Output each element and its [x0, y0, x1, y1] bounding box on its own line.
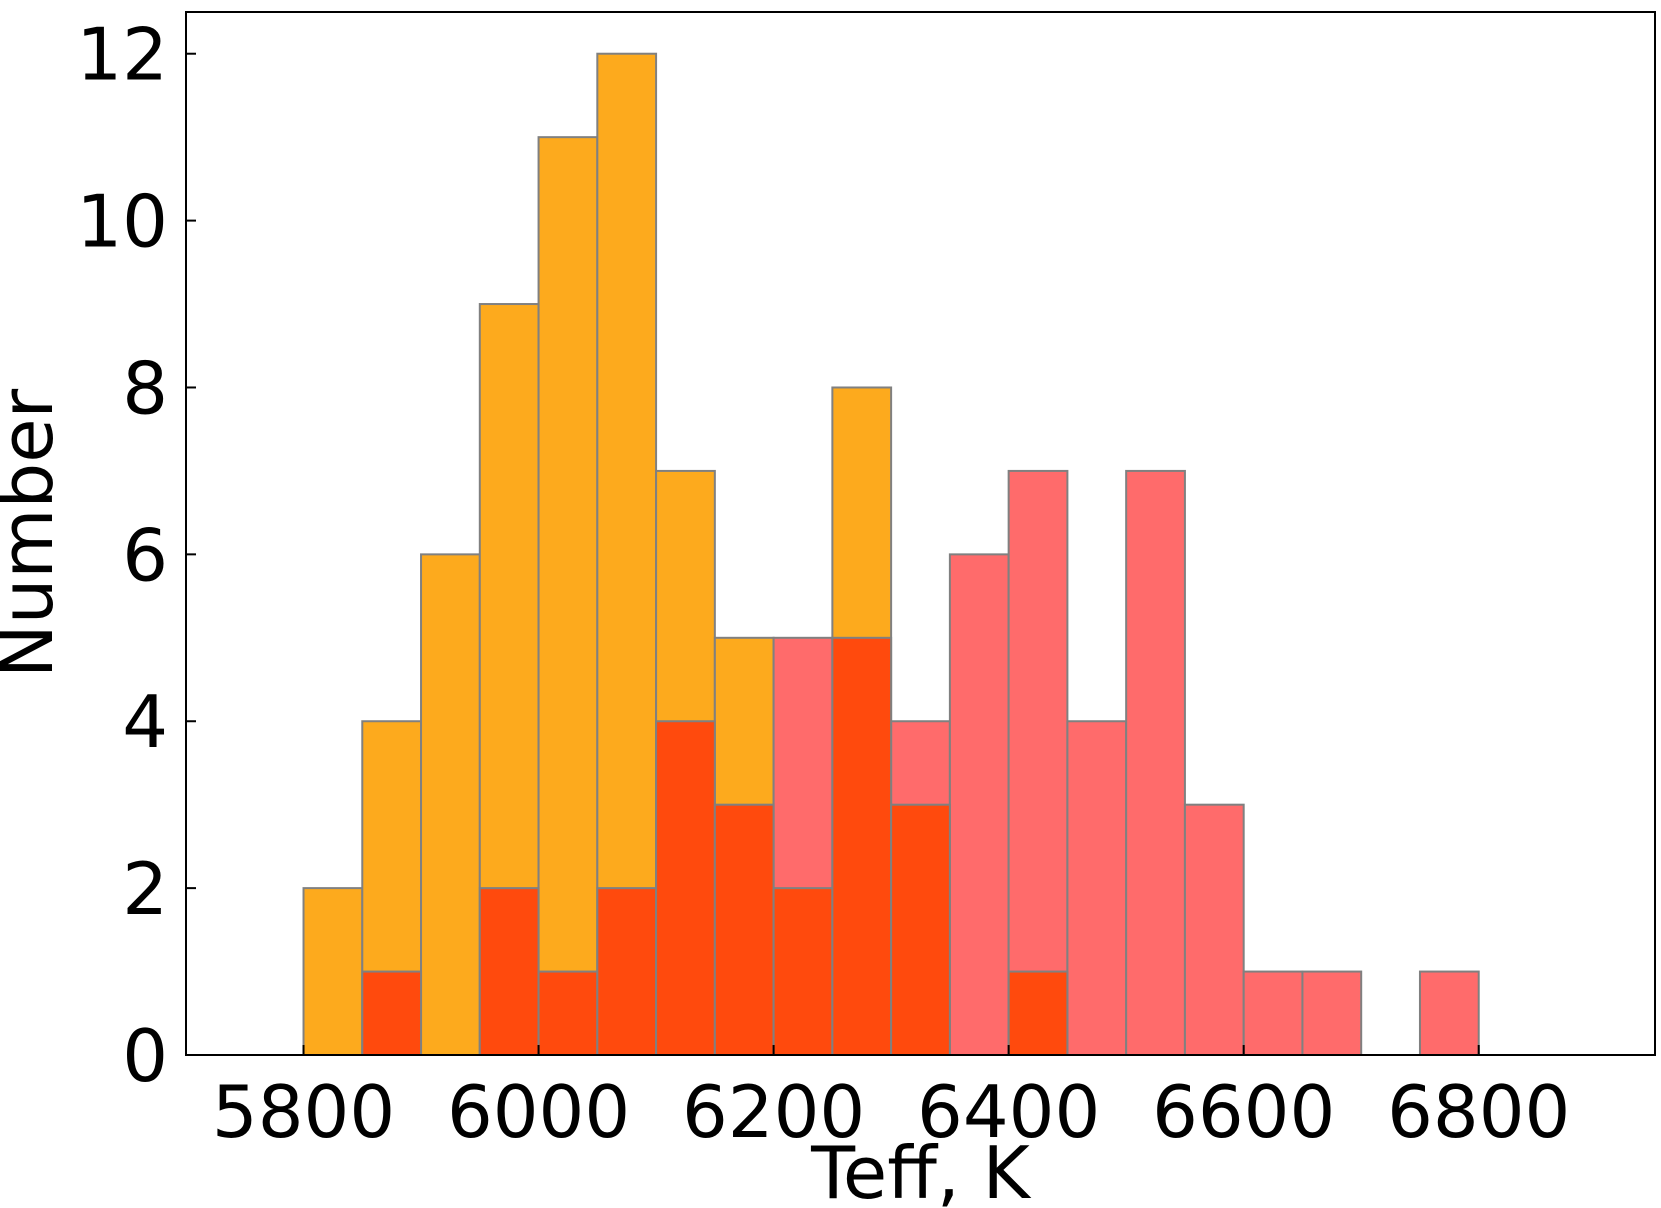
- histogram-bar-s3-6100: [655, 720, 716, 1056]
- y-tick-label: 0: [122, 1014, 168, 1098]
- x-tick-label: 6400: [917, 1070, 1100, 1154]
- histogram-bar-s3-5850: [361, 970, 423, 1056]
- y-tick-label: 2: [122, 847, 168, 931]
- y-tick-label: 8: [122, 346, 168, 430]
- histogram-bar-s1-5800: [302, 887, 364, 1056]
- y-tick-label: 10: [76, 180, 168, 264]
- bars-layer: [302, 52, 1480, 1057]
- histogram-bar-s3-6000: [537, 970, 599, 1056]
- x-tick-label: 6200: [682, 1070, 865, 1154]
- x-tick-label: 6600: [1152, 1070, 1335, 1154]
- histogram-bar-s2-6750: [1418, 970, 1480, 1056]
- y-axis-label: Number: [0, 388, 69, 678]
- histogram-bar-s1-6000: [537, 136, 599, 1057]
- plot-frame: [185, 11, 1656, 1056]
- x-tick-label: 6800: [1387, 1070, 1570, 1154]
- histogram-bar-s2-6500: [1125, 469, 1186, 1057]
- ticks-layer: 5800 6000 6200 6400 6600 6800 0 2 4 6 8 10 12: [76, 13, 1570, 1154]
- histogram-bar-s3-6150: [713, 803, 775, 1056]
- x-axis-label: Teff, K: [810, 1131, 1031, 1208]
- histogram-bar-s3-6400: [1007, 970, 1069, 1056]
- y-tick-label: 4: [122, 680, 168, 764]
- histogram-bar-s2-6600: [1242, 970, 1304, 1056]
- y-tick-label: 6: [122, 513, 168, 597]
- histogram-bar-s2-6450: [1066, 720, 1128, 1056]
- histogram-bar-s2-6650: [1301, 970, 1363, 1056]
- histogram-bar-s3-5950: [478, 887, 540, 1056]
- x-tick-label: 6000: [447, 1070, 630, 1154]
- histogram-bar-s3-6050: [596, 887, 658, 1056]
- histogram-bar-s3-6300: [890, 803, 951, 1056]
- histogram-bar-s2-6550: [1183, 803, 1245, 1056]
- histogram-bar-s3-6250: [831, 636, 893, 1056]
- histogram-bar-s2-6350: [948, 553, 1010, 1056]
- histogram-bar-s2-6400: [1007, 469, 1069, 1057]
- histogram-bar-s1-5900: [420, 553, 481, 1056]
- histogram-bar-s3-6200: [772, 887, 834, 1056]
- x-tick-label: 5800: [212, 1070, 395, 1154]
- y-tick-label: 12: [76, 13, 168, 97]
